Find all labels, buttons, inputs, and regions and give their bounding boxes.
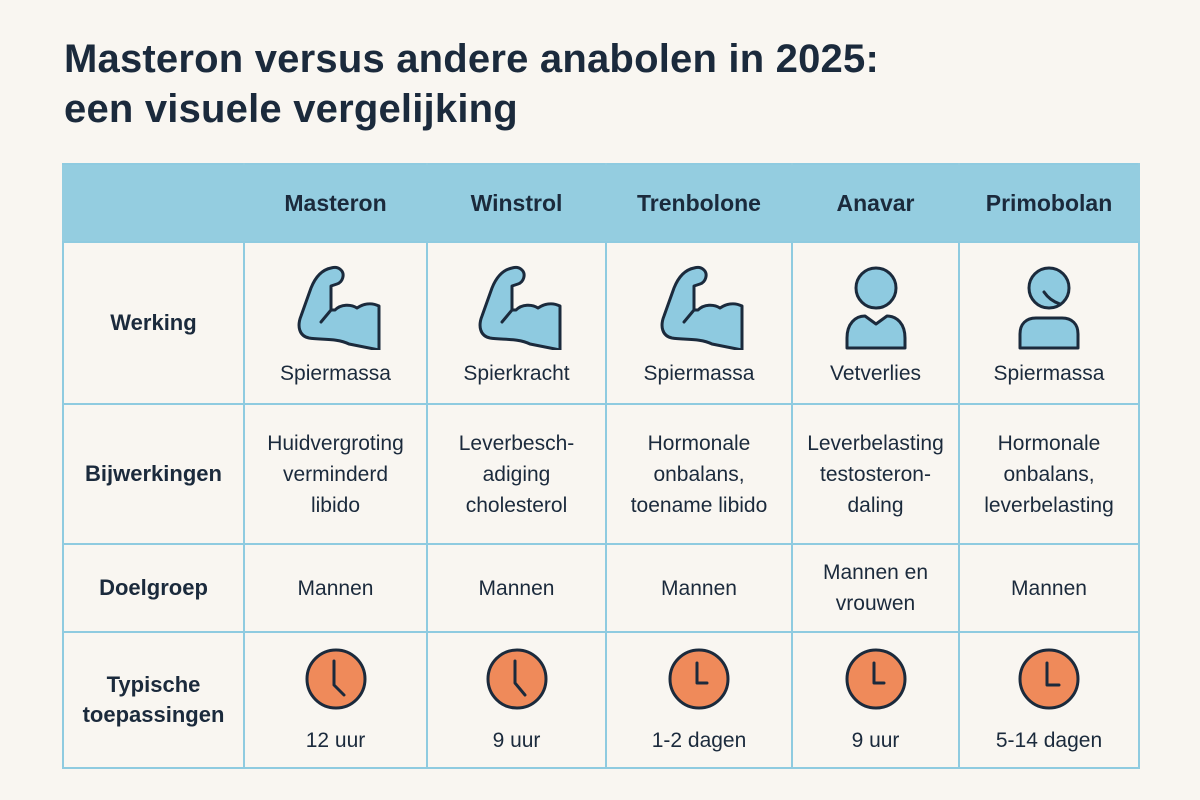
clock-icon <box>668 648 730 709</box>
flexed-arm-icon <box>660 265 744 350</box>
duration-text: 1-2 dagen <box>651 728 747 752</box>
column-header-winstrol: Winstrol <box>426 163 607 243</box>
cell-bijwerkingen-winstrol: Leverbesch- adiging cholesterol <box>426 403 607 545</box>
row-label-typische-toepassingen: Typische toepassingen <box>62 631 245 769</box>
cell-bijwerkingen-primobolan: Hormonale onbalans, leverbelasting <box>958 403 1140 545</box>
duration-text: 9 uur <box>851 728 900 752</box>
comparison-table: Masteron Winstrol Trenbolone Anavar Prim… <box>62 163 1140 769</box>
column-header-anavar: Anavar <box>791 163 960 243</box>
cell-werking-primobolan: Spiermassa <box>958 241 1140 405</box>
clock-icon <box>1018 648 1080 709</box>
werking-text: Vetverlies <box>829 361 922 385</box>
flexed-arm-icon <box>297 265 380 350</box>
cell-bijwerkingen-masteron: Huidvergroting verminderd libido <box>243 403 428 545</box>
page-title: Masteron versus andere anabolen in 2025:… <box>64 34 879 134</box>
cell-werking-trenbolone: Spiermassa <box>605 241 793 405</box>
werking-text: Spierkracht <box>463 361 570 385</box>
row-typische-toepassingen: Typische toepassingen 12 uur 9 uur <box>62 631 1140 769</box>
header-corner <box>62 163 245 243</box>
werking-text: Spiermassa <box>643 361 755 385</box>
cell-doelgroep-trenbolone: Mannen <box>605 543 793 633</box>
row-werking: Werking Spiermassa Spierkracht <box>62 241 1140 405</box>
row-label-werking: Werking <box>62 241 245 405</box>
cell-doelgroep-winstrol: Mannen <box>426 543 607 633</box>
cell-werking-masteron: Spiermassa <box>243 241 428 405</box>
clock-icon <box>486 648 547 709</box>
duration-text: 9 uur <box>492 728 541 752</box>
row-label-doelgroep: Doelgroep <box>62 543 245 633</box>
column-header-masteron: Masteron <box>243 163 428 243</box>
person-icon <box>845 266 906 349</box>
header-row: Masteron Winstrol Trenbolone Anavar Prim… <box>62 163 1140 243</box>
column-header-trenbolone: Trenbolone <box>605 163 793 243</box>
cell-typische-winstrol: 9 uur <box>426 631 607 769</box>
flexed-arm-icon <box>478 265 561 350</box>
cell-werking-winstrol: Spierkracht <box>426 241 607 405</box>
cell-typische-masteron: 12 uur <box>243 631 428 769</box>
werking-text: Spiermassa <box>280 361 391 385</box>
row-bijwerkingen: Bijwerkingen Huidvergroting verminderd l… <box>62 403 1140 545</box>
person-icon <box>1018 266 1080 349</box>
cell-doelgroep-primobolan: Mannen <box>958 543 1140 633</box>
clock-icon <box>305 648 366 709</box>
row-doelgroep: Doelgroep Mannen Mannen Mannen Mannen en… <box>62 543 1140 633</box>
cell-bijwerkingen-anavar: Leverbelasting testosteron- daling <box>791 403 960 545</box>
cell-doelgroep-masteron: Mannen <box>243 543 428 633</box>
duration-text: 5-14 dagen <box>995 728 1103 752</box>
title-line-1: Masteron versus andere anabolen in 2025: <box>64 37 879 81</box>
row-label-bijwerkingen: Bijwerkingen <box>62 403 245 545</box>
cell-typische-anavar: 9 uur <box>791 631 960 769</box>
column-header-primobolan: Primobolan <box>958 163 1140 243</box>
cell-bijwerkingen-trenbolone: Hormonale onbalans, toename libido <box>605 403 793 545</box>
werking-text: Spiermassa <box>993 361 1105 385</box>
title-line-2: een visuele vergelijking <box>64 87 518 131</box>
cell-typische-trenbolone: 1-2 dagen <box>605 631 793 769</box>
cell-werking-anavar: Vetverlies <box>791 241 960 405</box>
clock-icon <box>845 648 906 709</box>
cell-doelgroep-anavar: Mannen en vrouwen <box>791 543 960 633</box>
duration-text: 12 uur <box>305 728 366 752</box>
cell-typische-primobolan: 5-14 dagen <box>958 631 1140 769</box>
